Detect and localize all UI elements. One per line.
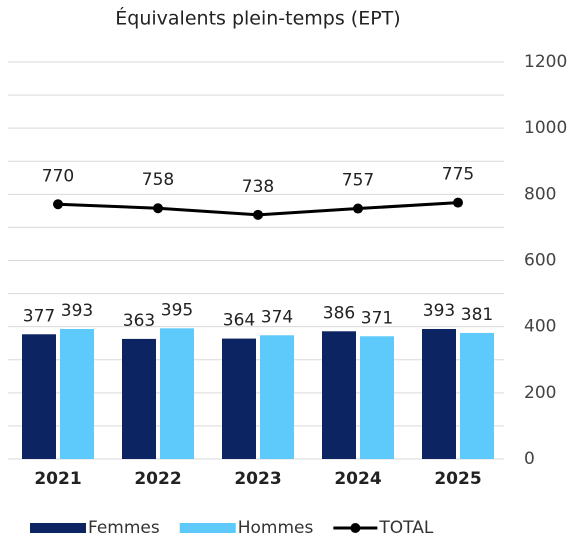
- line-marker: [253, 209, 263, 220]
- y-tick-label: 1000: [524, 118, 567, 138]
- y-tick-label: 1200: [524, 52, 567, 72]
- legend-label: TOTAL: [378, 518, 433, 538]
- legend-swatch: [30, 523, 86, 533]
- bar: [260, 335, 294, 459]
- line-marker: [353, 203, 363, 214]
- x-tick-label: 2023: [234, 469, 281, 489]
- data-label: 757: [342, 171, 374, 191]
- chart-title: Équivalents plein-temps (EPT): [115, 7, 400, 30]
- x-tick-label: 2022: [134, 469, 181, 489]
- bar: [160, 328, 194, 459]
- x-tick-label: 2025: [434, 469, 481, 489]
- bar: [122, 338, 156, 459]
- line-marker: [153, 203, 163, 214]
- data-label: 738: [242, 177, 274, 197]
- legend-marker: [350, 523, 361, 533]
- legend-swatch: [179, 523, 236, 533]
- data-label: 386: [323, 303, 355, 323]
- data-label: 364: [223, 311, 255, 331]
- x-tick-label: 2024: [334, 469, 381, 489]
- data-label: 393: [61, 301, 93, 321]
- bar: [22, 334, 56, 459]
- bar: [222, 338, 256, 459]
- bar: [360, 336, 394, 459]
- y-tick-label: 600: [524, 251, 556, 271]
- data-label: 395: [161, 300, 193, 320]
- data-label: 363: [123, 311, 155, 331]
- bar: [322, 331, 356, 459]
- line-marker: [53, 199, 63, 210]
- data-label: 381: [461, 305, 493, 325]
- bar: [60, 328, 94, 459]
- data-label: 374: [261, 307, 293, 327]
- y-tick-label: 0: [524, 449, 535, 469]
- bar: [422, 328, 456, 459]
- bar: [460, 332, 494, 459]
- data-label: 775: [442, 165, 474, 185]
- data-label: 393: [423, 301, 455, 321]
- data-label: 770: [42, 166, 74, 186]
- legend-label: Femmes: [88, 518, 160, 538]
- y-tick-label: 800: [524, 184, 556, 204]
- y-tick-label: 400: [524, 317, 556, 337]
- data-label: 377: [23, 306, 55, 326]
- data-label: 371: [361, 308, 393, 328]
- legend-label: Hommes: [238, 518, 314, 538]
- line-marker: [453, 197, 463, 208]
- x-tick-label: 2021: [34, 469, 81, 489]
- y-tick-label: 200: [524, 383, 556, 403]
- data-label: 758: [142, 170, 174, 190]
